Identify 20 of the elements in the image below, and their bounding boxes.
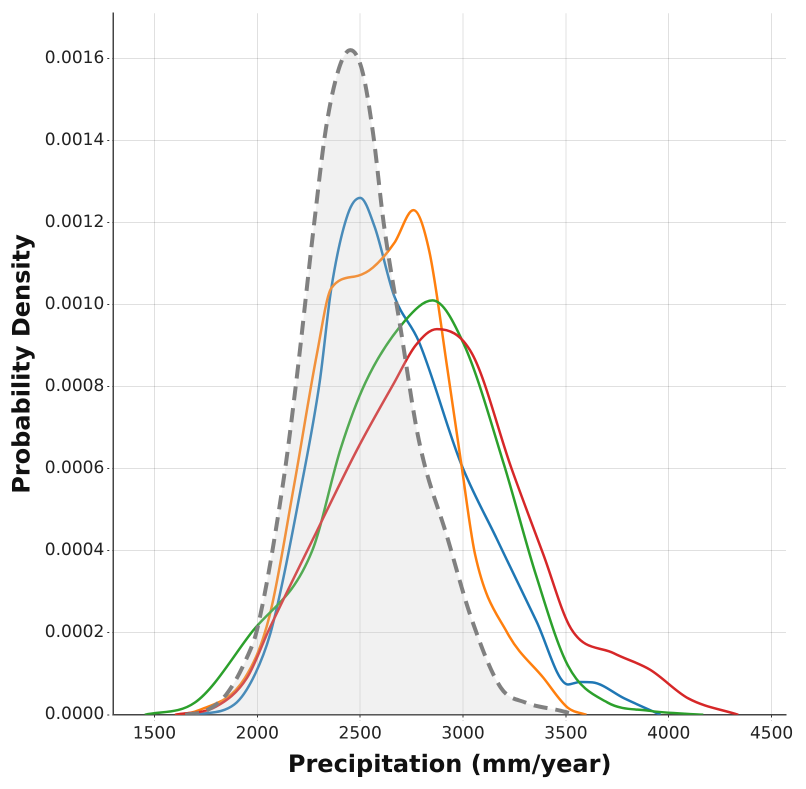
- x-tick-label: 4500: [750, 723, 794, 744]
- y-tick-label: 0.0012: [44, 212, 104, 232]
- y-tick-label: 0.0008: [44, 376, 104, 396]
- y-tick-label: 0.0010: [44, 294, 104, 314]
- x-tick-label: 3500: [544, 723, 588, 744]
- y-tick-label: 0.0000: [44, 704, 104, 724]
- y-tick-label: 0.0014: [44, 130, 104, 150]
- y-axis-title: Probability Density: [8, 234, 36, 494]
- x-tick-label: 3000: [441, 723, 485, 744]
- x-tick-label: 2500: [338, 723, 382, 744]
- y-tick-label: 0.0004: [44, 540, 104, 560]
- x-tick-label: 4000: [647, 723, 690, 744]
- x-tick-label: 2000: [236, 723, 279, 744]
- y-tick-label: 0.0006: [44, 458, 104, 478]
- line-series: [174, 328, 740, 715]
- x-axis-title: Precipitation (mm/year): [288, 750, 612, 778]
- y-tick-label: 0.0002: [44, 622, 104, 642]
- line-series: [144, 299, 705, 715]
- y-tick-label: 0.0016: [44, 48, 104, 68]
- x-tick-label: 1500: [132, 723, 176, 744]
